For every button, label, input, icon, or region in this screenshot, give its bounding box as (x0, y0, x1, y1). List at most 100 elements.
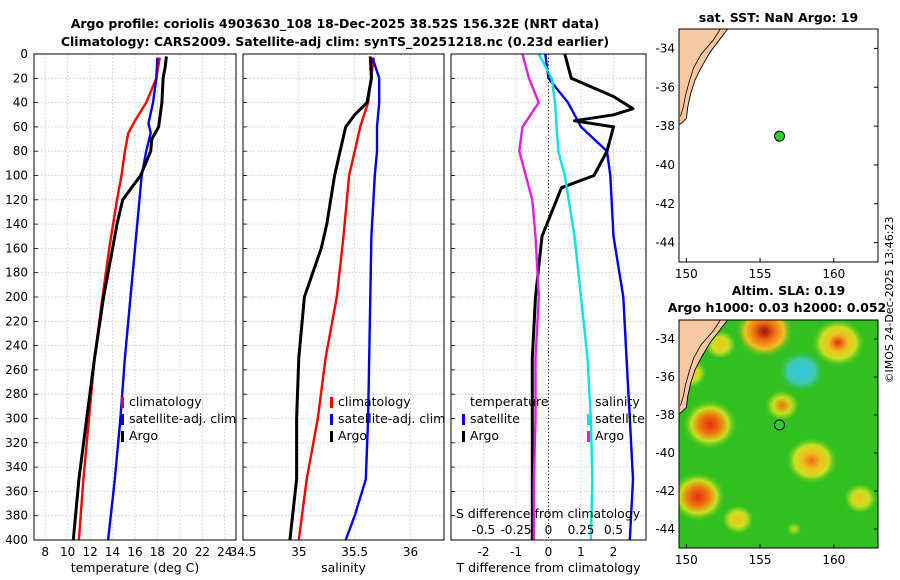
argo-float-marker (774, 130, 786, 142)
series-line-satellite-adj-clim (344, 57, 381, 541)
x-tick-label: 35 (291, 545, 306, 559)
legend-entry: satellite (595, 411, 645, 426)
sla-blob (777, 350, 825, 393)
map-title: sat. SST: NaN Argo: 19 (699, 10, 858, 25)
x-axis-label: temperature (deg C) (71, 560, 200, 575)
y-tick-label: 280 (5, 387, 28, 401)
sla-blob (756, 382, 808, 429)
y-tick-label: 180 (5, 266, 28, 280)
argo-float-marker (774, 419, 786, 431)
series-line-satellite-t-diff (544, 53, 635, 541)
x-tick-label: -2 (478, 545, 490, 559)
y-tick-label: 400 (5, 533, 28, 547)
x-tick-label: 160 (822, 553, 845, 567)
land-area (679, 29, 729, 125)
figure-title-line1: Argo profile: coriolis 4903630_108 18-De… (71, 16, 600, 32)
y-tick-label: -38 (655, 408, 675, 422)
map-content (679, 29, 878, 262)
x-tick-label: 12 (82, 545, 97, 559)
x-tick-label: 14 (105, 545, 120, 559)
y-tick-label: -40 (655, 158, 675, 172)
y-tick-label: 20 (13, 71, 28, 85)
y-tick-label: -36 (655, 80, 675, 94)
legend-swatch (462, 431, 465, 442)
map-frame (678, 28, 879, 263)
sla-blob (725, 454, 765, 490)
sla-blob (772, 509, 816, 548)
y-tick-label: -42 (655, 197, 675, 211)
sla-map: 150 155 160 -34 -36 -38 -40 -42 -44 Altim. SLA: 0… (655, 283, 886, 567)
series-line-argo (288, 56, 373, 541)
legend-entry: satellite-adj. clim (338, 411, 445, 426)
y-tick-label: 0 (20, 47, 28, 61)
y-tick-label: 360 (5, 484, 28, 498)
x-tick-label: 16 (127, 545, 142, 559)
legend-swatch (462, 414, 465, 425)
y-tick-label: -40 (655, 446, 675, 460)
legend-entry: Argo (470, 428, 499, 443)
x-tick-label: 20 (172, 545, 187, 559)
sla-blob (681, 398, 739, 451)
y-tick-label: -44 (655, 522, 675, 536)
x-tick-label: 0 (545, 545, 553, 559)
y-tick-label: 140 (5, 217, 28, 231)
y-tick-label: 160 (5, 241, 28, 255)
y-tick-label: 260 (5, 363, 28, 377)
y-tick-label: 80 (13, 144, 28, 158)
y-tick-label: 200 (5, 290, 28, 304)
x-tick-label: 24 (217, 545, 232, 559)
legend-swatch (587, 431, 590, 442)
series-line-argo-s-diff (518, 53, 540, 540)
x-tick-label: 150 (675, 267, 698, 281)
series-line-argo-t-diff (530, 53, 635, 540)
x2-tick-label: -0.25 (500, 523, 531, 537)
y-tick-label: 120 (5, 193, 28, 207)
y-tick-label: 300 (5, 412, 28, 426)
legend-entry: Argo (129, 428, 158, 443)
x-tick-label: 1 (577, 545, 585, 559)
x-axis-label-salinity: S difference from climatology (456, 506, 641, 521)
map-background (679, 29, 878, 262)
legend-swatch (121, 431, 124, 442)
imos-watermark: ©IMOS 24-Dec-2025 13:46:23 (883, 217, 896, 384)
sla-blob (851, 387, 878, 424)
plot-frame (242, 53, 445, 541)
panel-differences: -2 -1 0 1 2T difference from climatology S di… (450, 53, 647, 575)
sla-blob (679, 471, 727, 523)
figure-title-line2: Climatology: CARS2009. Satellite-adj cli… (61, 34, 609, 50)
x-tick-label: 34.5 (230, 545, 257, 559)
legend-entry: climatology (129, 394, 202, 409)
x-tick-label: 160 (822, 267, 845, 281)
y-tick-label: 380 (5, 509, 28, 523)
sla-blob (714, 498, 762, 541)
legend-entry: Argo (595, 428, 624, 443)
sla-blob (784, 436, 839, 485)
map-title: Altim. SLA: 0.19 (732, 283, 845, 298)
x-tick-label: -1 (510, 545, 522, 559)
sla-blob (835, 476, 878, 521)
y-tick-label: 340 (5, 460, 28, 474)
sst-map: 150 155 160 -34 -36 -38 -40 -42 -44 sat. SST: NaN… (655, 10, 879, 281)
x-tick-label: 2 (610, 545, 618, 559)
x-axis-label: salinity (321, 560, 366, 575)
plot-frame (450, 53, 647, 541)
sla-blob (734, 320, 795, 359)
plot-area (243, 54, 444, 540)
legend-swatch (330, 431, 333, 442)
plot-frame (33, 53, 237, 541)
x2-tick-label: 0.5 (604, 523, 623, 537)
legend-swatch (121, 414, 124, 425)
coastline-contour (680, 320, 721, 406)
legend-swatch (121, 397, 124, 408)
y-tick-label: -34 (655, 332, 675, 346)
y-tick-label: -38 (655, 119, 675, 133)
y-tick-label: 40 (13, 96, 28, 110)
y-tick-label: 100 (5, 169, 28, 183)
x-tick-label: 22 (195, 545, 210, 559)
x-tick-label: 36 (403, 545, 418, 559)
map-content (679, 320, 878, 548)
legend-entry: Argo (338, 428, 367, 443)
x-tick-label: 150 (675, 553, 698, 567)
sla-blob (808, 515, 848, 548)
